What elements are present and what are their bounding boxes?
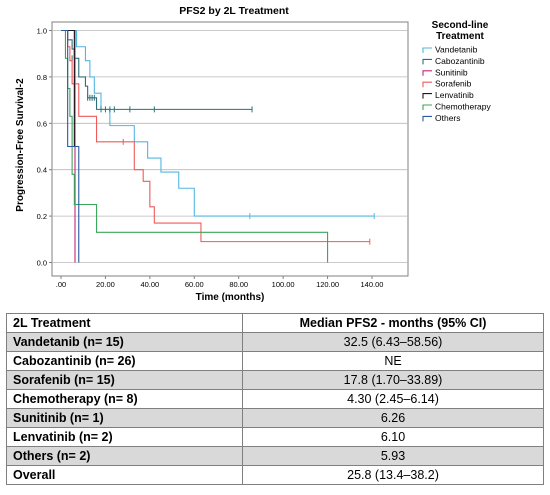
- legend-swatch-lenvatinib: [422, 93, 432, 99]
- y-tick-label: 0.0: [37, 259, 47, 268]
- table-cell-treatment: Cabozantinib (n= 26): [6, 351, 243, 371]
- table-cell-treatment: Lenvatinib (n= 2): [6, 427, 243, 447]
- table-row: Cabozantinib (n= 26) NE: [6, 351, 544, 371]
- legend-swatch-sorafenib: [422, 81, 432, 88]
- legend-label-vandetanib: Vandetanib: [435, 45, 478, 55]
- legend-swatch-sunitinib: [422, 70, 432, 76]
- km-chart: PFS2 by 2L Treatment Progression-Free Su…: [15, 5, 492, 303]
- table-cell-median: NE: [242, 351, 544, 371]
- table-row: Sorafenib (n= 15) 17.8 (1.70–33.89): [6, 370, 544, 390]
- km-curve-vandetanib: [61, 29, 375, 217]
- x-tick-label: 80.00: [229, 280, 248, 289]
- legend-swatch-chemotherapy: [422, 104, 432, 110]
- y-tick-label: 0.8: [37, 73, 47, 82]
- x-tick-label: 40.00: [140, 280, 159, 289]
- table-row: Lenvatinib (n= 2) 6.10: [6, 427, 544, 447]
- table-row: Sunitinib (n= 1) 6.26: [6, 408, 544, 428]
- table-row: Chemotherapy (n= 8) 4.30 (2.45–6.14): [6, 389, 544, 409]
- chart-title: PFS2 by 2L Treatment: [179, 5, 289, 17]
- x-tick-label: 140.00: [361, 280, 384, 289]
- legend-label-others: Others: [435, 113, 461, 123]
- x-tick-label: 60.00: [185, 280, 204, 289]
- legend-title: Second-line: [432, 20, 489, 31]
- table-cell-median: 6.10: [242, 427, 544, 447]
- legend-label-chemotherapy: Chemotherapy: [435, 102, 492, 112]
- table-cell-median: 4.30 (2.45–6.14): [242, 389, 544, 409]
- table-cell-treatment: Others (n= 2): [6, 446, 243, 466]
- table-cell-median: 6.26: [242, 408, 544, 428]
- y-tick-label: 0.2: [37, 212, 47, 221]
- x-tick-label: 100.00: [272, 280, 295, 289]
- legend-label-sunitinib: Sunitinib: [435, 67, 468, 77]
- table-cell-median: 32.5 (6.43–58.56): [242, 332, 544, 352]
- legend-swatch-others: [422, 115, 432, 122]
- table-cell-treatment: Vandetanib (n= 15): [6, 332, 243, 352]
- table-row: Vandetanib (n= 15) 32.5 (6.43–58.56): [6, 332, 544, 352]
- x-tick-label: 20.00: [96, 280, 115, 289]
- table-cell-median: 25.8 (13.4–38.2): [242, 465, 544, 485]
- y-tick-label: 1.0: [37, 27, 47, 36]
- plot-frame: [51, 21, 409, 277]
- legend-swatch-vandetanib: [422, 47, 432, 53]
- legend-title-line-2: Treatment: [436, 31, 484, 42]
- table-row: Others (n= 2) 5.93: [6, 446, 544, 466]
- table-cell-treatment: Overall: [6, 465, 243, 485]
- km-chart-svg: PFS2 by 2L Treatment Progression-Free Su…: [15, 5, 492, 303]
- x-tick-label: .00: [56, 280, 66, 289]
- table-header-median: Median PFS2 - months (95% CI): [242, 313, 544, 333]
- km-curve-sorafenib: [61, 29, 370, 243]
- x-axis-label: Time (months): [196, 292, 265, 303]
- median-pfs2-table-container: 2L Treatment Median PFS2 - months (95% C…: [6, 313, 544, 485]
- y-tick-label: 0.6: [37, 119, 47, 128]
- legend-label-cabozantinib: Cabozantinib: [435, 56, 485, 66]
- table-header-row: 2L Treatment Median PFS2 - months (95% C…: [6, 313, 544, 333]
- legend-label-sorafenib: Sorafenib: [435, 79, 472, 89]
- table-header-treatment: 2L Treatment: [6, 313, 243, 333]
- table-cell-median: 5.93: [242, 446, 544, 466]
- km-curve-others: [61, 29, 80, 263]
- legend-swatch-cabozantinib: [422, 58, 432, 65]
- legend-label-lenvatinib: Lenvatinib: [435, 90, 474, 100]
- table-cell-median: 17.8 (1.70–33.89): [242, 370, 544, 390]
- table-cell-treatment: Chemotherapy (n= 8): [6, 389, 243, 409]
- table-cell-treatment: Sorafenib (n= 15): [6, 370, 243, 390]
- table-cell-treatment: Sunitinib (n= 1): [6, 408, 243, 428]
- y-axis-label: Progression-Free Survival-2: [15, 78, 26, 212]
- table-row: Overall 25.8 (13.4–38.2): [6, 465, 544, 485]
- y-tick-label: 0.4: [37, 166, 47, 175]
- km-curve-chemotherapy: [61, 29, 329, 263]
- median-pfs2-table: 2L Treatment Median PFS2 - months (95% C…: [6, 313, 544, 485]
- x-tick-label: 120.00: [316, 280, 339, 289]
